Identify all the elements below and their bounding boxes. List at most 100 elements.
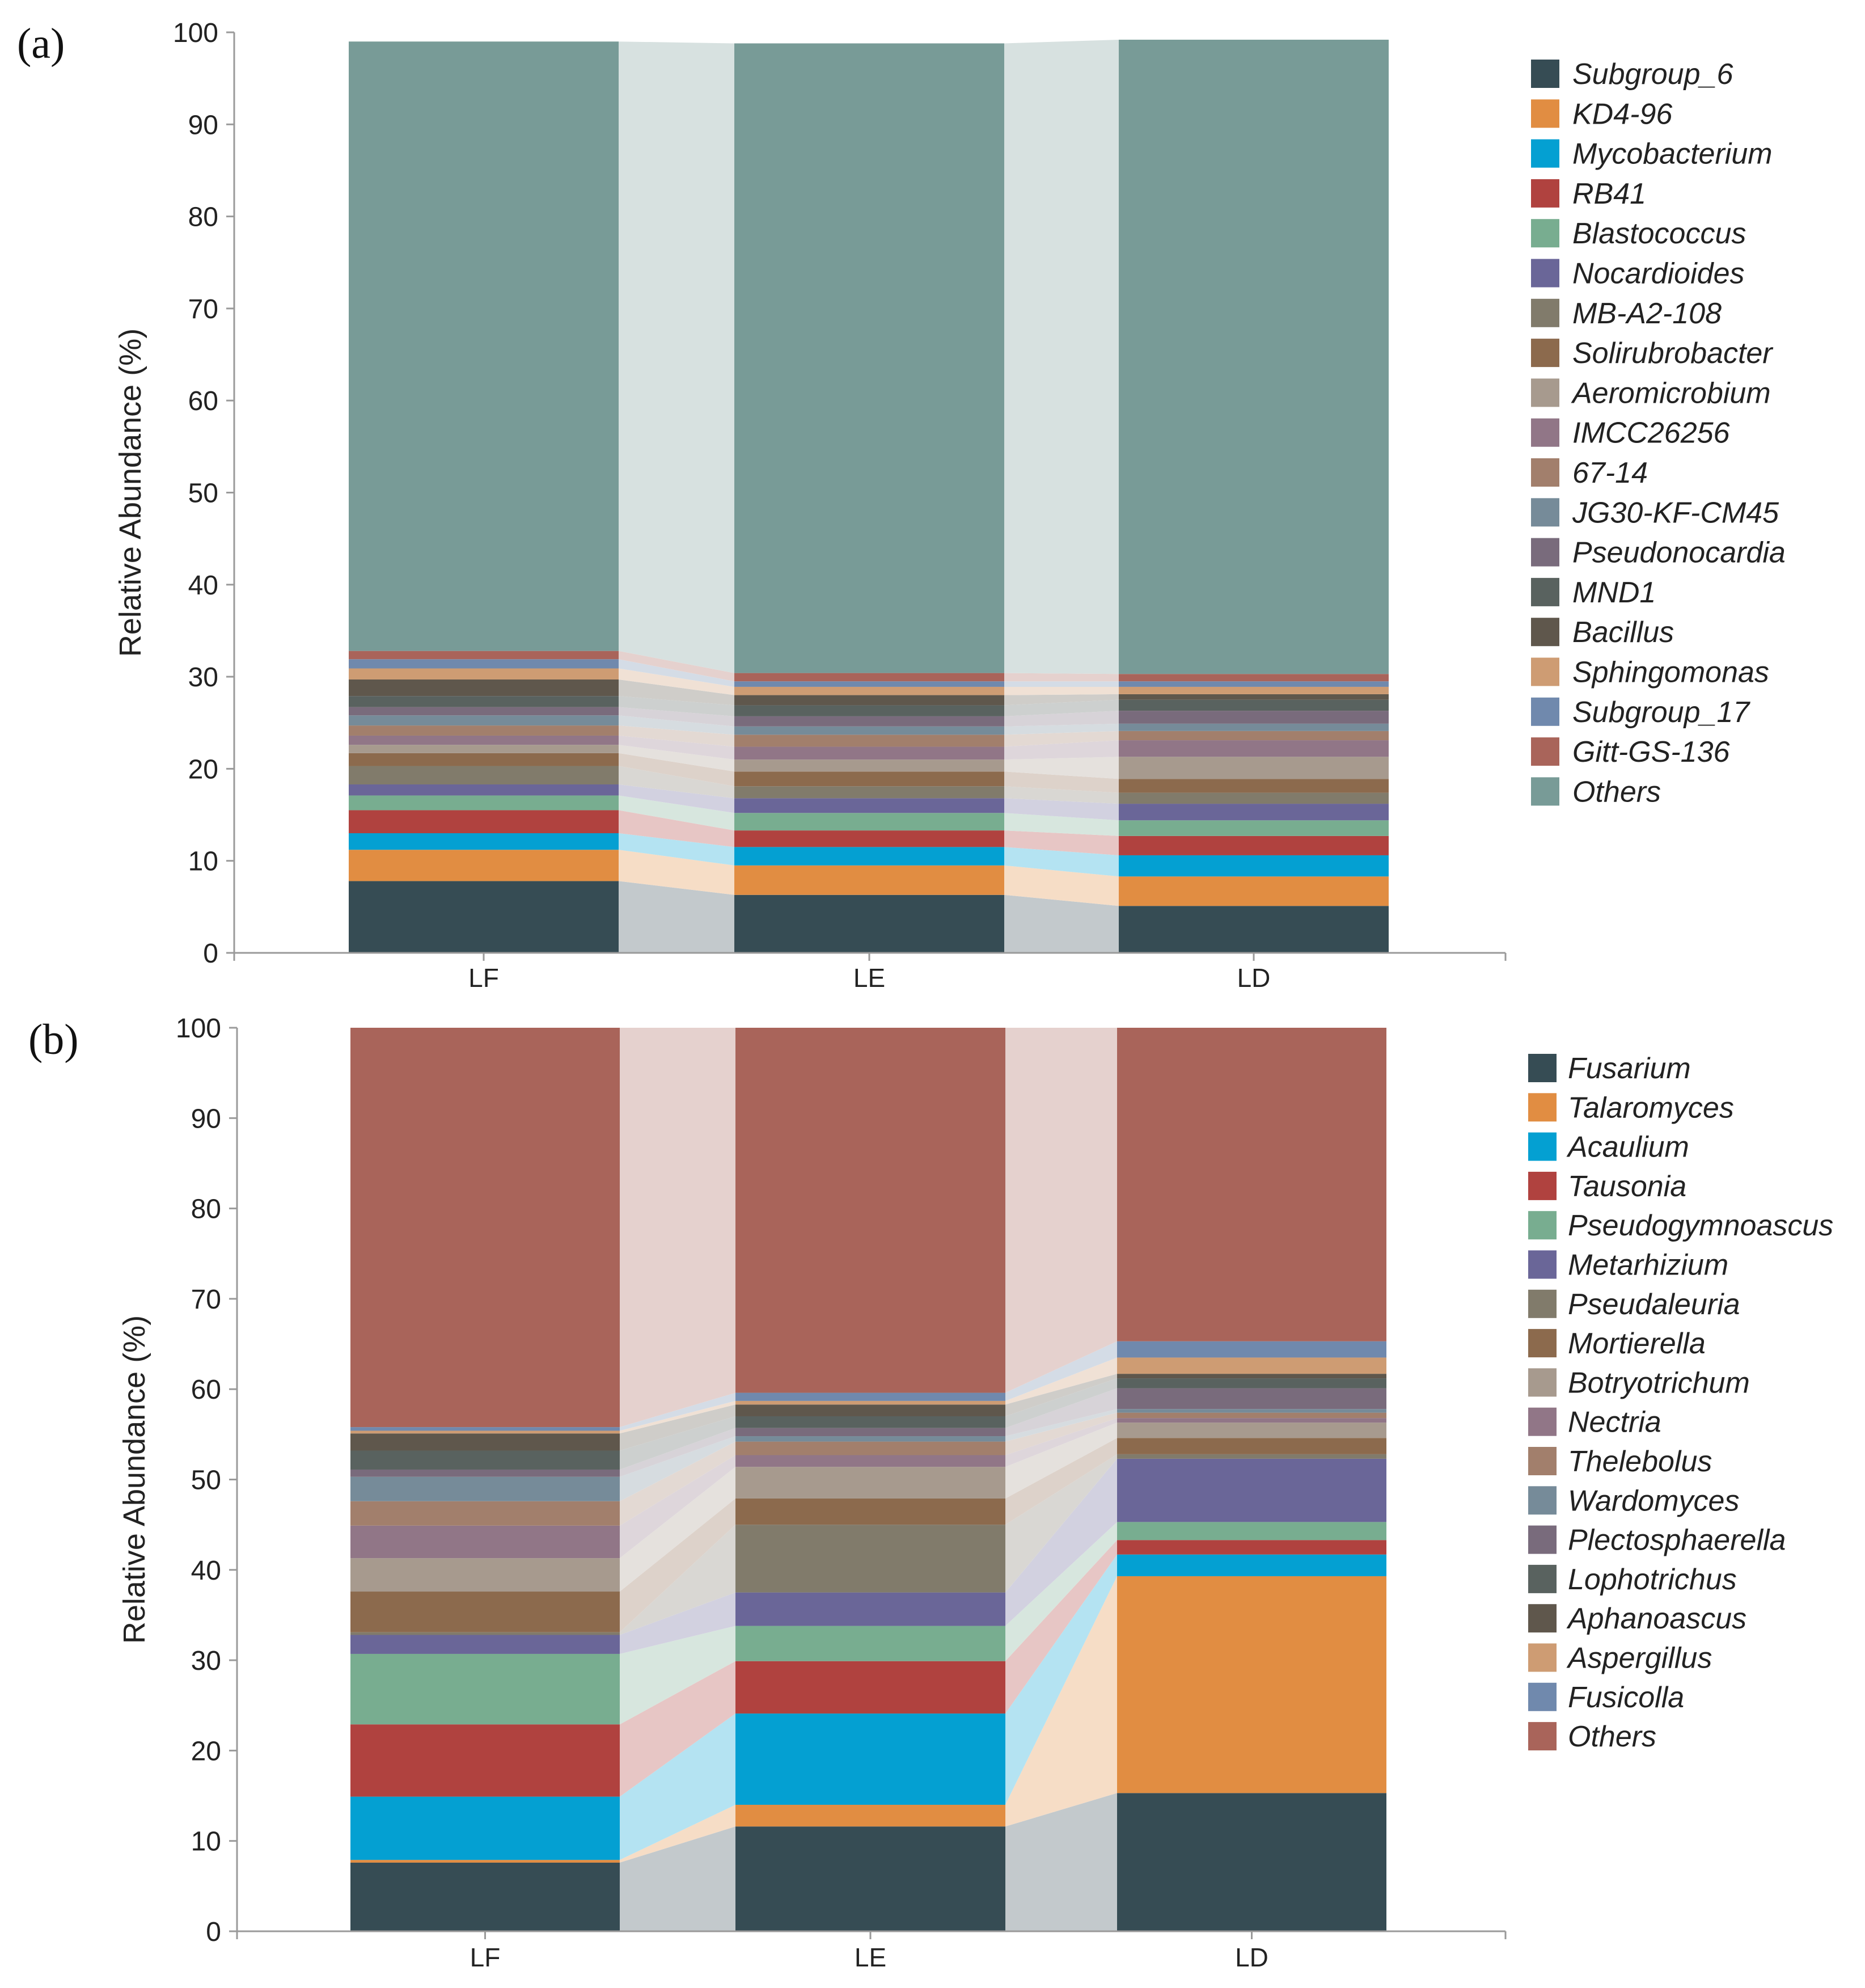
bar-segment-imcc26256-ld <box>1119 740 1389 757</box>
bar-segment-others-ld <box>1119 39 1389 674</box>
connector-thelebolus-1 <box>1005 1412 1117 1455</box>
legend-swatch-lophotrichus <box>1528 1564 1557 1593</box>
y-tick-label: 0 <box>206 1917 221 1947</box>
legend-label-bacillus: Bacillus <box>1572 616 1674 649</box>
connector-subgroup-6-1 <box>1004 894 1119 953</box>
bar-segment-aspergillus-ld <box>1117 1357 1386 1374</box>
bar-segment-rb41-ld <box>1119 835 1389 855</box>
bar-segment-others-lf <box>350 1028 620 1428</box>
connector-67-14-0 <box>619 725 734 747</box>
connector-pseudogymnoascus-1 <box>1005 1522 1117 1661</box>
connector-bacillus-0 <box>619 679 734 706</box>
bar-segment-metarhizium-ld <box>1117 1458 1386 1522</box>
connector-subgroup-6-0 <box>619 881 734 953</box>
connector-others-1 <box>1004 39 1119 674</box>
bar-segment-pseudogymnoascus-lf <box>350 1653 620 1725</box>
x-tick-label-le: LE <box>855 1943 886 1972</box>
y-tick-label: 80 <box>188 202 218 233</box>
connector-plectosphaerella-0 <box>620 1428 735 1477</box>
connector-jg30-kf-cm45-1 <box>1004 723 1119 735</box>
legend-label-aeromicrobium: Aeromicrobium <box>1571 377 1771 410</box>
legend-swatch-nocardioides <box>1531 259 1559 288</box>
bar-segment-mortierella-ld <box>1117 1438 1386 1454</box>
connector-subgroup-17-0 <box>619 659 734 687</box>
legend-label-67-14: 67-14 <box>1572 457 1648 489</box>
legend-label-rb41: RB41 <box>1572 178 1646 210</box>
legend-label-pseudaleuria: Pseudaleuria <box>1568 1288 1740 1321</box>
bar-segment-pseudaleuria-ld <box>1117 1454 1386 1459</box>
bar-segment-mb-a2-108-ld <box>1119 792 1389 804</box>
y-tick-label: 0 <box>203 939 218 969</box>
bar-segment-pseudaleuria-lf <box>350 1632 620 1635</box>
legend-swatch-pseudaleuria <box>1528 1289 1557 1318</box>
legend-label-gitt-gs-136: Gitt-GS-136 <box>1572 736 1729 769</box>
bar-segment-sphingomonas-le <box>734 686 1004 695</box>
connector-mnd1-0 <box>619 696 734 716</box>
legend-swatch-rb41 <box>1531 179 1559 208</box>
y-tick-label: 40 <box>188 571 218 601</box>
legend-swatch-fusarium <box>1528 1054 1557 1082</box>
bar-segment-acaulium-lf <box>350 1796 620 1860</box>
legend-label-subgroup-17: Subgroup_17 <box>1572 696 1750 729</box>
legend-label-talaromyces: Talaromyces <box>1568 1091 1734 1124</box>
connector-fusicolla-0 <box>620 1392 735 1431</box>
bar-segment-jg30-kf-cm45-ld <box>1119 723 1389 731</box>
connector-blastococcus-0 <box>619 795 734 831</box>
bar-segment-imcc26256-le <box>734 746 1004 760</box>
bar-segment-sphingomonas-ld <box>1119 686 1389 694</box>
bar-segment-pseudogymnoascus-ld <box>1117 1522 1386 1540</box>
bar-segment-acaulium-le <box>735 1713 1005 1805</box>
legend-swatch-mortierella <box>1528 1329 1557 1358</box>
bar-segment-rb41-le <box>734 830 1004 847</box>
legend-label-aphanoascus: Aphanoascus <box>1566 1602 1746 1635</box>
y-tick-label: 20 <box>191 1736 221 1766</box>
bar-segment-talaromyces-le <box>735 1804 1005 1827</box>
legend-swatch-talaromyces <box>1528 1093 1557 1122</box>
legend-swatch-others <box>1528 1722 1557 1751</box>
legend-label-pseudogymnoascus: Pseudogymnoascus <box>1568 1209 1833 1242</box>
bar-segment-lophotrichus-le <box>735 1416 1005 1428</box>
y-axis-title: Relative Abundance (%) <box>113 328 147 657</box>
y-tick-label: 50 <box>191 1466 221 1496</box>
bar-segment-solirubrobacter-lf <box>349 753 619 766</box>
connector-subgroup-17-1 <box>1004 681 1119 687</box>
bar-segment-subgroup-6-le <box>734 894 1004 953</box>
connector-acaulium-0 <box>620 1713 735 1860</box>
bar-segment-blastococcus-lf <box>349 795 619 811</box>
legend-swatch-subgroup-6 <box>1531 60 1559 88</box>
legend-label-mycobacterium: Mycobacterium <box>1572 138 1773 171</box>
bar-segment-subgroup-6-ld <box>1119 906 1389 953</box>
bar-segment-mnd1-lf <box>349 696 619 707</box>
connector-kd4-96-1 <box>1004 865 1119 906</box>
legend-label-acaulium: Acaulium <box>1566 1131 1689 1164</box>
bar-segment-fusicolla-le <box>735 1392 1005 1401</box>
x-tick-label-ld: LD <box>1235 1943 1268 1972</box>
bar-segment-others-le <box>734 43 1004 673</box>
y-tick-label: 70 <box>188 294 218 324</box>
connector-rb41-1 <box>1004 830 1119 855</box>
legend-swatch-imcc26256 <box>1531 418 1559 447</box>
connector-nectria-1 <box>1005 1418 1117 1467</box>
legend-swatch-jg30-kf-cm45 <box>1531 498 1559 527</box>
bar-segment-others-lf <box>349 41 619 651</box>
bar-segment-pseudaleuria-le <box>735 1525 1005 1593</box>
bar-segment-fusarium-le <box>735 1826 1005 1931</box>
bar-segment-67-14-ld <box>1119 731 1389 741</box>
y-tick-label: 20 <box>188 754 218 784</box>
x-tick-label-lf: LF <box>468 963 499 993</box>
bar-segment-fusarium-lf <box>350 1862 620 1931</box>
legend-label-lophotrichus: Lophotrichus <box>1568 1563 1737 1596</box>
bar-segment-aspergillus-le <box>735 1400 1005 1405</box>
bar-segment-kd4-96-lf <box>349 850 619 881</box>
connector-mb-a2-108-0 <box>619 766 734 799</box>
bar-segment-pseudonocardia-ld <box>1119 711 1389 724</box>
connector-aphanoascus-0 <box>620 1404 735 1451</box>
connector-others-0 <box>620 1028 735 1428</box>
connector-fusicolla-1 <box>1005 1341 1117 1401</box>
connector-wardomyces-1 <box>1005 1409 1117 1442</box>
connector-others-1 <box>1005 1028 1117 1393</box>
y-tick-label: 10 <box>191 1827 221 1857</box>
connector-thelebolus-0 <box>620 1441 735 1526</box>
bar-segment-kd4-96-ld <box>1119 876 1389 906</box>
